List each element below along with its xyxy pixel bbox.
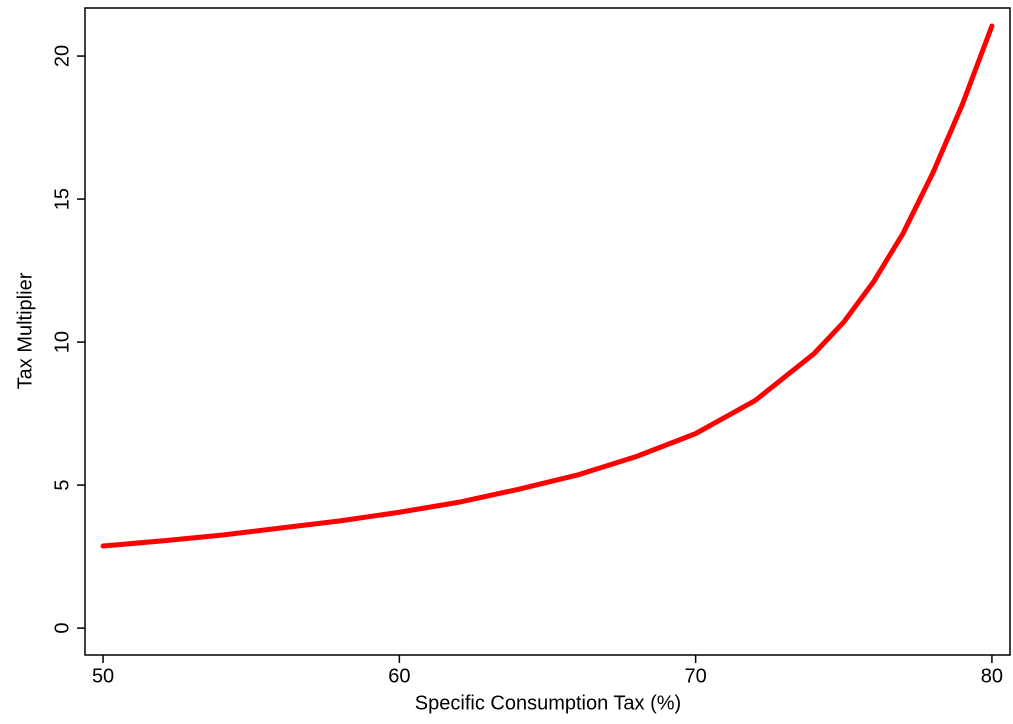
y-tick-label: 10 [51,331,73,353]
y-tick-label: 20 [51,45,73,67]
x-tick-label: 50 [92,665,114,687]
plot-frame [84,7,1011,656]
data-line [100,23,995,549]
y-tick-label: 15 [51,188,73,210]
x-axis-label: Specific Consumption Tax (%) [415,692,681,714]
x-tick-label: 70 [685,665,707,687]
y-axis-label: Tax Multiplier [14,272,36,389]
y-tick-label: 0 [51,623,73,634]
x-tick-label: 60 [388,665,410,687]
x-tick-label: 80 [981,665,1003,687]
y-tick-label: 5 [51,480,73,491]
